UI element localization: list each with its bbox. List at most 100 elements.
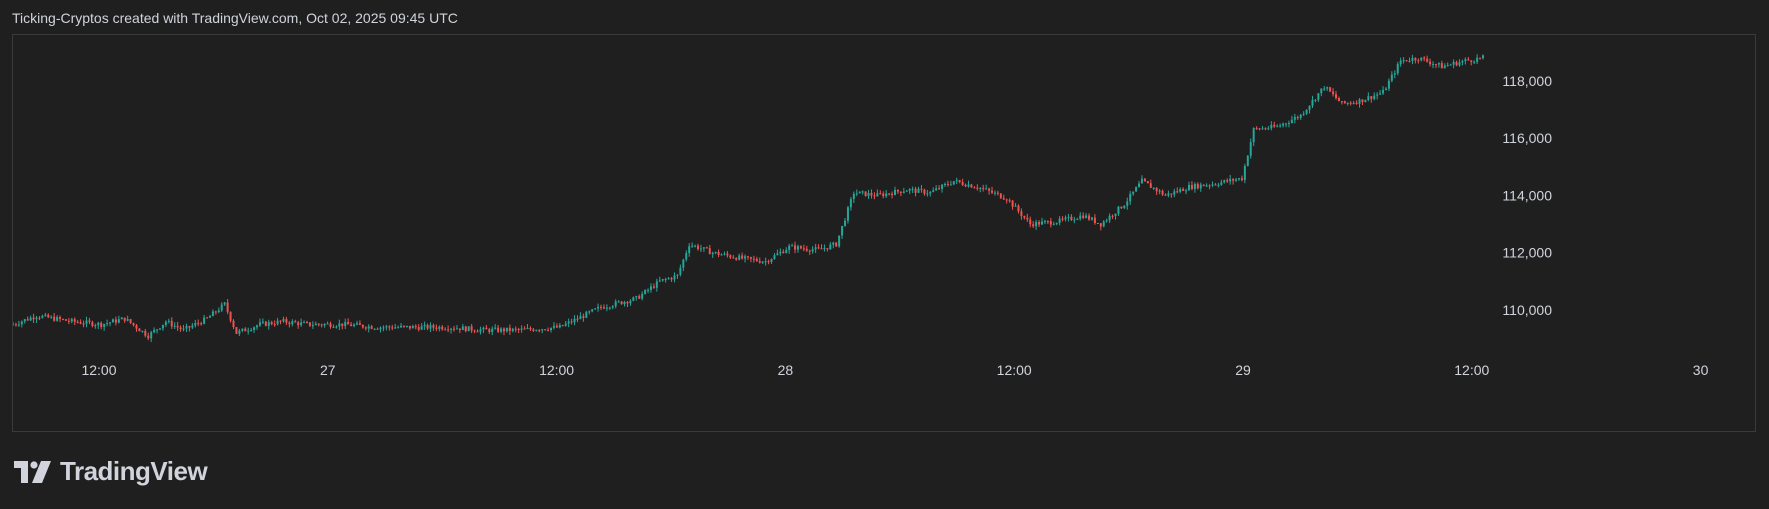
candle-down [403,325,406,327]
candle-down [82,323,85,325]
candle-up [761,261,764,263]
candle-down [88,320,91,322]
candle-up [935,188,938,191]
brand[interactable]: TradingView [14,456,208,487]
candle-up [1129,193,1132,202]
candle-up [1358,99,1361,104]
candle-up [791,245,794,247]
candle-up [617,301,620,303]
candle-up [1193,183,1196,189]
candle-down [532,329,535,331]
candle-up [300,322,303,326]
candle-down [1146,181,1149,184]
candle-up [655,281,658,288]
candle-down [638,296,641,299]
candle-up [876,193,879,197]
candle-up [117,319,120,323]
candle-up [796,246,799,250]
candle-up [846,207,849,221]
candle-up [256,325,259,328]
candle-up [1376,94,1379,96]
candle-up [894,189,896,196]
candle-down [767,261,770,263]
candle-up [526,327,529,329]
candle-down [188,326,191,328]
candle-up [505,327,508,332]
candle-up [20,321,23,325]
candle-up [832,242,835,245]
candle-up [247,330,250,332]
x-tick-label: 12:00 [81,362,116,378]
candle-up [723,253,726,255]
candle-up [1443,65,1446,69]
candle-up [94,325,97,327]
candle-up [844,220,847,226]
candle-up [420,326,423,330]
candle-up [1314,99,1317,101]
candle-down [1332,91,1335,95]
candle-down [729,255,732,258]
candle-up [679,267,682,275]
candle-up [450,328,453,330]
candle-down [1046,221,1049,223]
candle-up [223,302,226,305]
candle-up [1317,93,1320,100]
candle-down [1434,64,1437,66]
candle-up [1140,178,1143,184]
candle-down [32,317,35,320]
candle-up [632,297,635,301]
candle-up [173,325,176,327]
price-chart[interactable]: 12:002712:002812:002912:003012:00Oct12:0… [13,35,1757,433]
candle-up [29,317,32,321]
candle-down [1355,102,1358,104]
x-tick-label: 28 [778,362,794,378]
candle-down [294,321,297,323]
candle-down [888,193,891,195]
candle-up [838,235,841,247]
candle-up [379,327,382,330]
candle-down [1337,98,1340,102]
candle-up [1390,74,1393,81]
candle-down [1479,57,1482,59]
candle-down [132,322,135,326]
candle-down [426,324,429,329]
candle-up [156,329,159,331]
x-tick-label: 30 [1693,362,1709,378]
candle-down [13,324,14,326]
candle-up [1108,215,1111,221]
candle-up [1320,88,1323,94]
candle-up [520,328,523,330]
candle-down [938,188,941,190]
candle-up [814,247,817,250]
candle-down [882,193,885,197]
candle-up [588,311,591,313]
candle-up [120,317,123,320]
candle-down [749,257,752,259]
candle-down [899,191,902,193]
candle-down [297,322,300,326]
candle-up [1384,88,1387,91]
candle-down [488,329,491,332]
candle-up [979,187,982,189]
candle-down [1202,184,1205,187]
candle-down [920,188,923,190]
candle-up [1135,187,1138,192]
candle-up [1217,184,1220,186]
candle-down [1155,187,1158,192]
candle-down [1455,61,1458,66]
candle-up [1035,221,1038,227]
candle-up [1290,119,1293,123]
candle-down [288,322,291,325]
candle-up [702,247,705,249]
chart-frame[interactable]: 12:002712:002812:002912:003012:00Oct12:0… [12,34,1756,432]
candle-up [1223,180,1226,183]
candle-up [394,327,397,329]
candle-down [179,327,182,330]
candle-up [1402,60,1405,62]
candle-down [1029,219,1032,225]
candle-down [1005,199,1008,201]
candle-down [755,258,758,262]
candle-up [150,332,153,339]
y-tick-label: 112,000 [1502,245,1552,261]
candle-up [1052,224,1055,226]
